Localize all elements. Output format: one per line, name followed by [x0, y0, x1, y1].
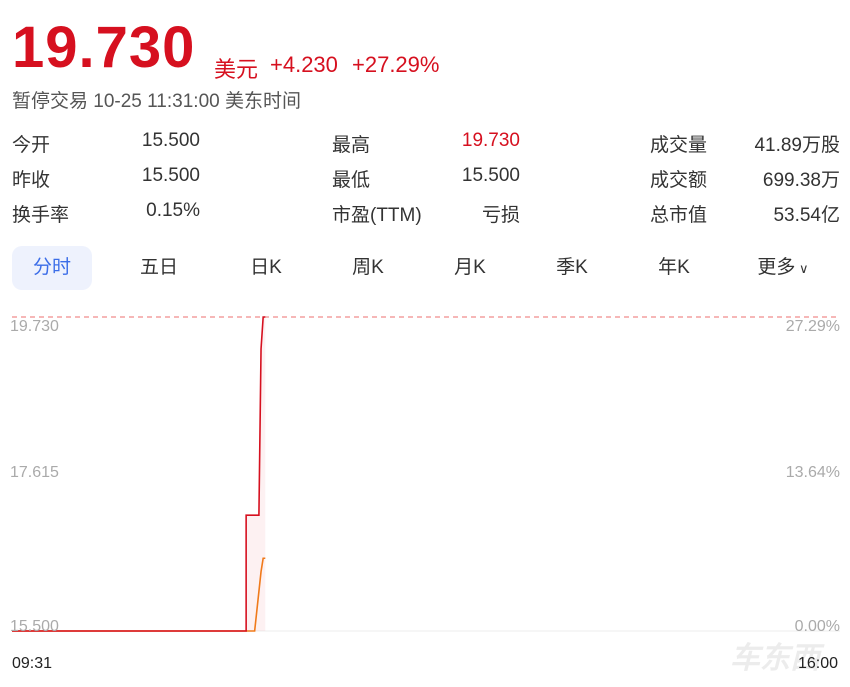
- stat-label: 今开: [12, 135, 51, 156]
- currency: 美元: [214, 57, 259, 82]
- tab-more-label: 更多: [757, 257, 796, 278]
- stat-label: 总市值: [650, 205, 708, 226]
- stat-value: 699.38万: [762, 170, 840, 191]
- tab-intraday[interactable]: 分时: [12, 246, 92, 290]
- stat-label: 成交量: [650, 135, 708, 156]
- tab-5day[interactable]: 五日: [139, 257, 178, 278]
- stat-label: 成交额: [650, 170, 708, 191]
- period-tabs: 分时 五日 日K 周K 月K 季K 年K 更多 ∨: [12, 246, 838, 290]
- tab-more[interactable]: 更多 ∨: [748, 246, 818, 290]
- y-left-tick: 17.615: [10, 464, 59, 481]
- tab-weekly-k[interactable]: 周K: [352, 257, 384, 278]
- stat-value: 0.15%: [146, 200, 200, 221]
- y-right-tick: 27.29%: [785, 318, 840, 335]
- stat-value: 15.500: [141, 165, 200, 186]
- x-tick: 16:00: [797, 655, 838, 672]
- y-left-tick: 15.500: [10, 618, 59, 635]
- y-right-tick: 0.00%: [794, 618, 840, 635]
- current-price: 19.730: [12, 15, 196, 80]
- y-right-tick: 13.64%: [785, 464, 840, 481]
- price-change-pct: +27.29%: [352, 52, 440, 77]
- chevron-down-icon: ∨: [795, 261, 809, 276]
- tab-quarterly-k[interactable]: 季K: [556, 257, 588, 278]
- tab-daily-k[interactable]: 日K: [250, 257, 282, 278]
- stat-value: 53.54亿: [773, 205, 840, 226]
- stat-value: 15.500: [141, 130, 200, 151]
- tab-monthly-k[interactable]: 月K: [454, 257, 486, 278]
- price-line: [12, 316, 266, 632]
- stat-label: 最低: [332, 170, 371, 191]
- trading-status: 暂停交易 10-25 11:31:00 美东时间: [12, 91, 301, 112]
- watermark-logo: 车东西: [730, 641, 825, 675]
- price-change: +4.230: [270, 52, 338, 77]
- stat-label: 换手率: [12, 205, 70, 226]
- tab-yearly-k[interactable]: 年K: [658, 257, 690, 278]
- stat-value: 41.89万股: [754, 135, 840, 156]
- stat-label: 昨收: [12, 170, 51, 191]
- stat-label: 最高: [332, 135, 371, 156]
- stat-value: 亏损: [481, 205, 520, 226]
- y-left-tick: 19.730: [10, 318, 59, 335]
- stat-value: 15.500: [461, 165, 520, 186]
- x-tick: 09:31: [12, 655, 53, 672]
- stat-value: 19.730: [461, 130, 520, 151]
- stat-label: 市盈(TTM): [332, 205, 422, 226]
